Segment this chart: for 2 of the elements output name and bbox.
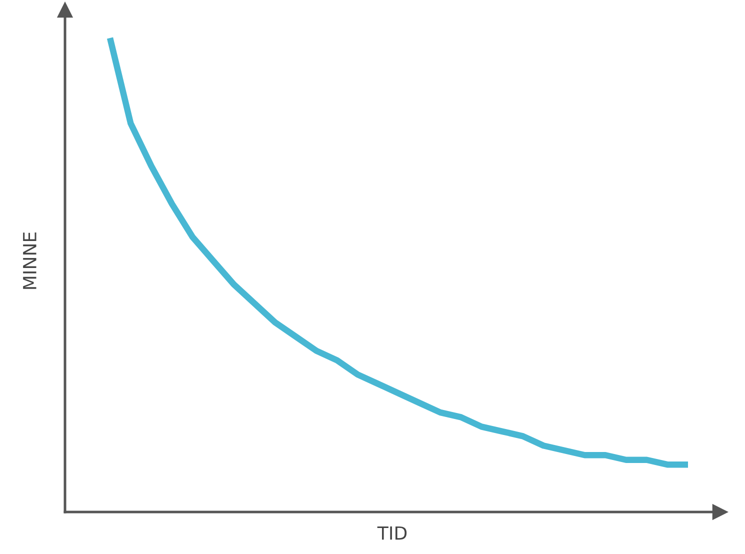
x-axis-title: TID xyxy=(377,526,407,540)
y-axis-title: MINNE xyxy=(23,232,36,289)
